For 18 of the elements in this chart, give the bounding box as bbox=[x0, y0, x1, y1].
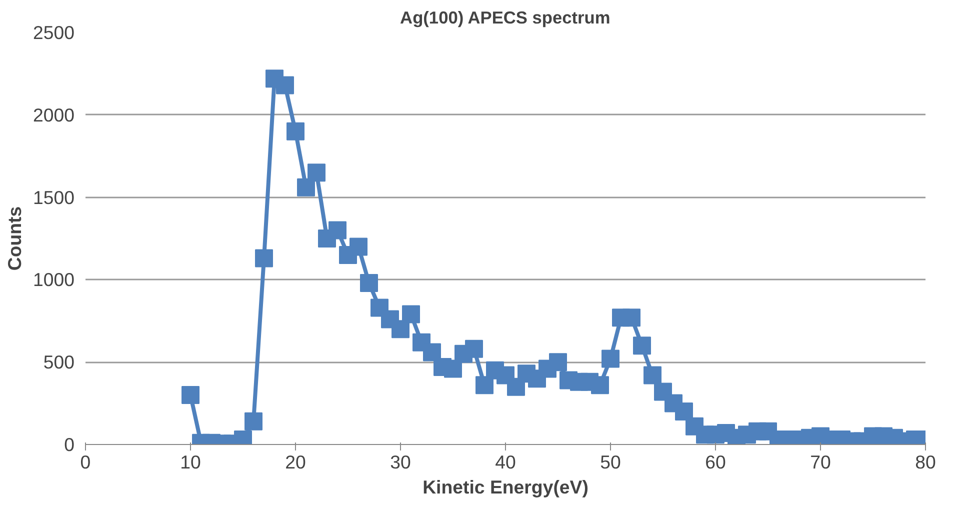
x-tick-label: 30 bbox=[390, 452, 411, 472]
x-tick-label: 70 bbox=[810, 452, 831, 472]
chart-title: Ag(100) APECS spectrum bbox=[400, 8, 610, 28]
x-axis-title: Kinetic Energy(eV) bbox=[422, 476, 588, 498]
x-tick-label: 0 bbox=[80, 452, 91, 472]
x-tick-label: 10 bbox=[180, 452, 201, 472]
y-axis-title: Counts bbox=[4, 206, 25, 271]
y-tick-label: 1000 bbox=[32, 269, 75, 290]
y-tick-label: 2000 bbox=[32, 104, 75, 126]
x-tick-label: 40 bbox=[495, 452, 516, 472]
x-tick-label: 20 bbox=[285, 452, 306, 472]
y-tick-label: 1500 bbox=[32, 186, 75, 208]
y-tick-label: 0 bbox=[64, 434, 75, 455]
x-tick-label: 50 bbox=[600, 452, 621, 472]
y-tick-label: 500 bbox=[43, 352, 75, 373]
y-tick-label: 2500 bbox=[32, 22, 75, 43]
x-tick-label: 60 bbox=[705, 452, 726, 472]
x-tick-label: 80 bbox=[915, 452, 936, 472]
